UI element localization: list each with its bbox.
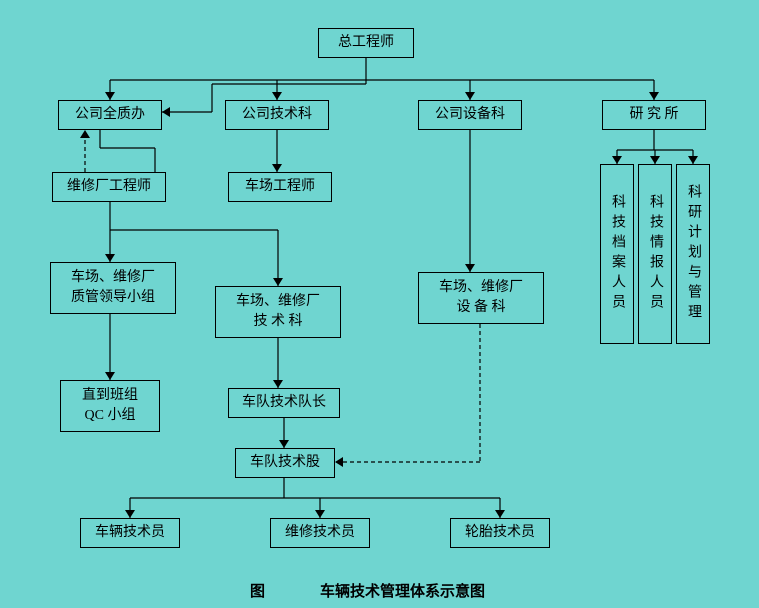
caption-text: 车辆技术管理体系示意图 (320, 580, 485, 601)
node-equip: 公司设备科 (418, 100, 522, 130)
node-root: 总工程师 (318, 28, 414, 58)
caption-prefix: 图 (250, 580, 265, 601)
vnode-archives: 科技档案人员 (600, 164, 634, 344)
node-tech: 公司技术科 (225, 100, 329, 130)
node-vehicle_t: 车辆技术员 (80, 518, 180, 548)
node-repair_t: 维修技术员 (270, 518, 370, 548)
node-yard_eng: 车场工程师 (228, 172, 332, 202)
node-team_unit: 车队技术股 (235, 448, 335, 478)
node-tire_t: 轮胎技术员 (450, 518, 550, 548)
vnode-plan: 科研计划与管理 (676, 164, 710, 344)
node-institute: 研 究 所 (602, 100, 706, 130)
node-quality: 公司全质办 (58, 100, 162, 130)
vnode-intel: 科技情报人员 (638, 164, 672, 344)
node-qc_group: 车场、维修厂质管领导小组 (50, 262, 176, 314)
diagram-canvas: 图 车辆技术管理体系示意图 总工程师公司全质办 公司技术科 公司设备科 研 究 所维修… (0, 0, 759, 608)
node-equip_dept: 车场、维修厂设 备 科 (418, 272, 544, 324)
node-repair_eng: 维修厂工程师 (52, 172, 166, 202)
node-team_leader: 车队技术队长 (228, 388, 340, 418)
node-qc_team: 直到班组QC 小组 (60, 380, 160, 432)
node-tech_dept: 车场、维修厂技 术 科 (215, 286, 341, 338)
